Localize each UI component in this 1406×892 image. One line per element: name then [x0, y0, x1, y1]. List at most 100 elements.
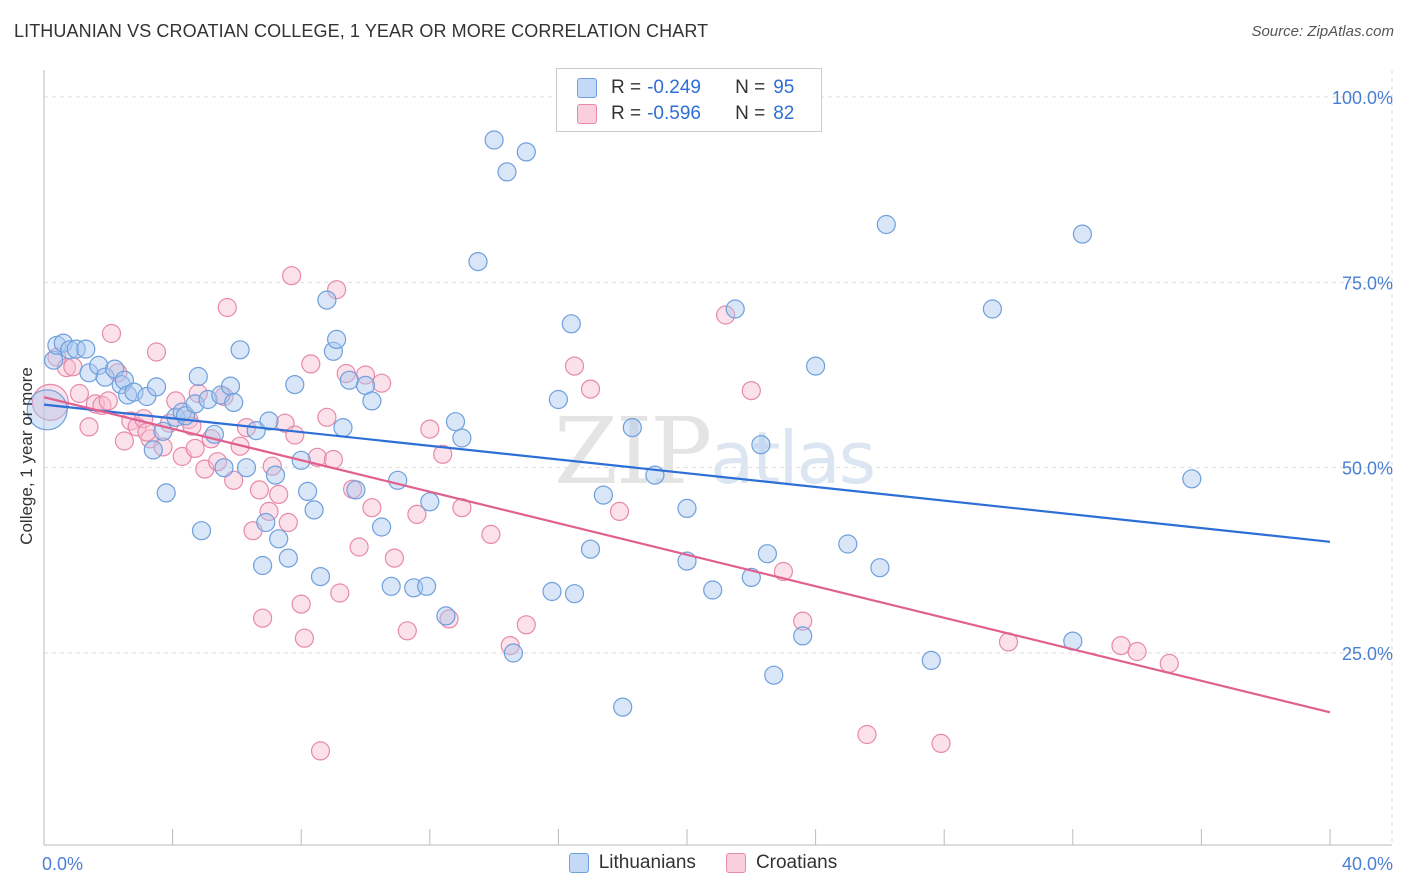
croatians-point	[1159, 653, 1179, 674]
croatians-point	[564, 356, 585, 376]
croatians-point	[857, 724, 877, 745]
y-tick-label: 75.0%	[1342, 273, 1393, 293]
lithuanians-point	[304, 500, 324, 520]
croatians-point	[580, 379, 601, 399]
croatians-point	[481, 524, 501, 545]
lithuanians-point	[236, 458, 257, 478]
lithuanians-point	[677, 498, 697, 518]
croatians-point	[609, 501, 630, 521]
lithuanians-point	[333, 418, 353, 438]
croatians-point	[79, 417, 99, 437]
y-axis-title: College, 1 year or more	[17, 367, 36, 545]
croatians-point	[101, 323, 122, 344]
croatians-point	[317, 407, 337, 427]
lithuanians-point	[725, 299, 745, 319]
lithuanians-point	[1182, 469, 1202, 489]
lithuanians-point	[253, 555, 273, 576]
lithuanians-point	[417, 576, 437, 596]
legend-r-label: R =	[611, 103, 642, 124]
lithuanians-point	[298, 481, 318, 501]
lithuanians-point	[703, 580, 723, 600]
legend-r-value: -0.596	[647, 103, 701, 124]
croatians-point	[715, 305, 736, 325]
lithuanians-point	[372, 517, 392, 537]
croatians-point	[282, 266, 302, 286]
lithuanians-point	[76, 339, 96, 359]
series-legend: Lithuanians Croatians	[0, 852, 1406, 874]
lithuanians-point	[285, 375, 305, 395]
lithuanians-point	[198, 389, 218, 410]
lithuanians-point	[224, 392, 244, 412]
lithuanians-point	[593, 485, 614, 505]
legend-label-croatians: Croatians	[755, 852, 838, 873]
lithuanians-point	[79, 363, 99, 383]
trend-lines	[43, 396, 1331, 714]
axis-labels: 25.0% 50.0% 75.0% 100.0% 0.0% 40.0% College, 1…	[17, 88, 1393, 874]
croatians-point	[166, 391, 186, 411]
lithuanians-point	[214, 458, 234, 478]
croatians-point	[224, 470, 244, 490]
croatians-point	[214, 386, 234, 407]
legend-item-croatians[interactable]: Croatians	[725, 852, 838, 874]
gridlines	[44, 70, 1393, 845]
croatians-point	[146, 342, 167, 362]
lithuanians-point	[751, 435, 771, 455]
lithuanians-point	[497, 162, 517, 182]
lithuanians-point	[484, 130, 504, 150]
croatians-point	[307, 447, 327, 467]
legend-swatch-blue	[568, 853, 589, 873]
lithuanians-point	[420, 492, 440, 512]
lithuanians-point	[876, 214, 896, 235]
lithuanians-point	[838, 534, 858, 554]
lithuanians-point	[265, 465, 286, 485]
lithuanians-point	[188, 366, 208, 387]
legend-label-lithuanians: Lithuanians	[598, 852, 696, 873]
croatians-point	[349, 537, 369, 557]
lithuanians-point	[269, 529, 289, 549]
croatians-point	[108, 363, 128, 383]
croatians-point	[433, 444, 453, 464]
croatians-point	[310, 741, 331, 761]
legend-n-label: N =	[735, 103, 766, 124]
croatians-point	[294, 628, 314, 648]
croatians-point	[249, 480, 269, 500]
lithuanians-point	[310, 566, 331, 587]
legend-item-lithuanians[interactable]: Lithuanians	[568, 852, 696, 874]
lithuanians-point	[516, 142, 536, 162]
croatians-point	[372, 373, 392, 393]
lithuanians-point	[561, 314, 581, 334]
lithuanians-point	[870, 558, 890, 578]
legend-n-value: 95	[773, 77, 795, 98]
lithuanians-point	[327, 329, 347, 349]
croatians-trend-line	[43, 396, 1331, 714]
lithuanians-point	[362, 391, 382, 411]
source-label: Source: ZipAtlas.com	[1251, 23, 1394, 40]
lithuanians-point	[805, 356, 826, 376]
chart-title: LITHUANIAN VS CROATIAN COLLEGE, 1 YEAR O…	[14, 21, 709, 41]
lithuanians-point	[137, 386, 157, 407]
lithuanians-point	[436, 606, 456, 626]
croatians-point	[291, 594, 311, 614]
lithuanians-point	[381, 576, 401, 596]
lithuanians-point	[256, 512, 276, 533]
lithuanians-point	[43, 350, 64, 370]
croatians-point	[516, 615, 536, 635]
croatians-point	[278, 512, 298, 533]
lithuanians-point	[388, 470, 408, 490]
lithuanians-point	[220, 376, 241, 396]
lithuanians-point	[921, 650, 941, 671]
axes	[43, 70, 1392, 846]
croatians-point	[185, 438, 205, 458]
lithuanians-point	[317, 290, 337, 310]
croatians-point	[188, 383, 208, 404]
y-tick-label: 50.0%	[1342, 459, 1393, 479]
lithuanians-point	[346, 480, 366, 500]
croatians-point	[114, 431, 135, 451]
lithuanians-trend-line	[43, 403, 1331, 543]
lithuanians-point	[564, 584, 585, 604]
lithuanians-point	[548, 389, 569, 410]
croatians-point	[1111, 635, 1131, 656]
croatians-point	[397, 621, 417, 641]
y-tick-label: 25.0%	[1342, 644, 1393, 664]
